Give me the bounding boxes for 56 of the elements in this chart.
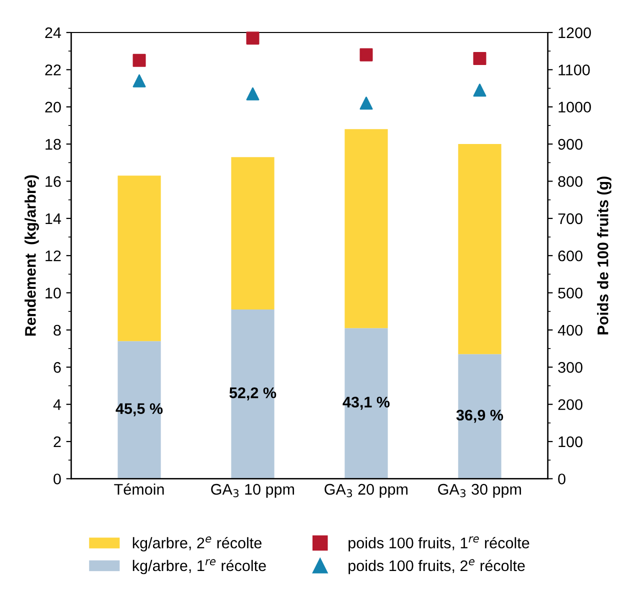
y-tick-label: 16	[46, 176, 61, 187]
y-tick-label: 20	[45, 102, 61, 113]
y-tick-label: 22	[45, 64, 61, 76]
bar	[118, 341, 161, 479]
y2-tick-label: 900	[558, 138, 582, 150]
y-tick-label: 6	[54, 362, 61, 373]
y2-tick-label: 300	[558, 362, 582, 373]
y-tick-label: 14	[46, 213, 62, 224]
y2-tick-label: 700	[558, 213, 582, 224]
bar	[458, 354, 502, 479]
point	[473, 84, 486, 97]
bar	[458, 144, 502, 354]
x-tick-label: GA$_{3}$ 20 ppm	[324, 484, 408, 498]
y-tick-label: 2	[54, 436, 61, 448]
annotation: 45,5 %	[116, 403, 163, 416]
y2-tick-label: 1200	[558, 27, 591, 38]
legend-label: poids 100 fruits, 2$^{e}$ récolte	[348, 559, 525, 574]
y-axis-title: Rendement (kg/arbre)	[24, 175, 39, 336]
y2-tick-label: 400	[558, 324, 582, 336]
legend-label: kg/arbre, 2$^{e}$ récolte	[132, 536, 262, 552]
y-tick-label: 0	[54, 474, 61, 484]
x-tick-label: Témoin	[114, 483, 164, 495]
y2-tick-label: 1100	[558, 64, 590, 76]
point	[132, 54, 146, 67]
y2-tick-label: 0	[558, 474, 566, 484]
y2-tick-label: 100	[558, 436, 582, 448]
point	[132, 74, 146, 88]
point	[246, 32, 260, 45]
y-tick-label: 18	[46, 138, 61, 150]
y2-tick-label: 600	[558, 250, 582, 262]
bar	[344, 129, 388, 328]
y-tick-label: 12	[46, 250, 61, 262]
bar	[231, 157, 274, 310]
annotation: 43,1 %	[342, 396, 390, 410]
y-tick-label: 24	[45, 27, 62, 38]
x-tick-label: GA$_{3}$ 10 ppm	[211, 484, 294, 498]
point	[473, 52, 486, 66]
annotation: 52,2 %	[229, 387, 276, 400]
legend-label: poids 100 fruits, 1$^{re}$ récolte	[348, 536, 530, 552]
y-tick-label: 4	[53, 399, 62, 410]
bar	[344, 328, 388, 479]
y2-tick-label: 1000	[558, 102, 591, 113]
point	[360, 48, 373, 62]
y2-axis-title: Poids de 100 fruits (g)	[597, 176, 612, 334]
y-tick-label: 8	[54, 324, 61, 336]
point	[246, 87, 260, 100]
x-tick-label: GA$_{3}$ 30 ppm	[438, 484, 521, 498]
legend-label: kg/arbre, 1$^{re}$ récolte	[132, 559, 266, 574]
point	[360, 96, 373, 110]
y-tick-label: 10	[46, 288, 61, 298]
y2-tick-label: 800	[558, 176, 582, 187]
bar	[231, 310, 274, 479]
annotation: 36,9 %	[456, 410, 504, 423]
bar	[118, 176, 161, 342]
y2-tick-label: 500	[558, 288, 582, 298]
y2-tick-label: 200	[558, 399, 582, 410]
